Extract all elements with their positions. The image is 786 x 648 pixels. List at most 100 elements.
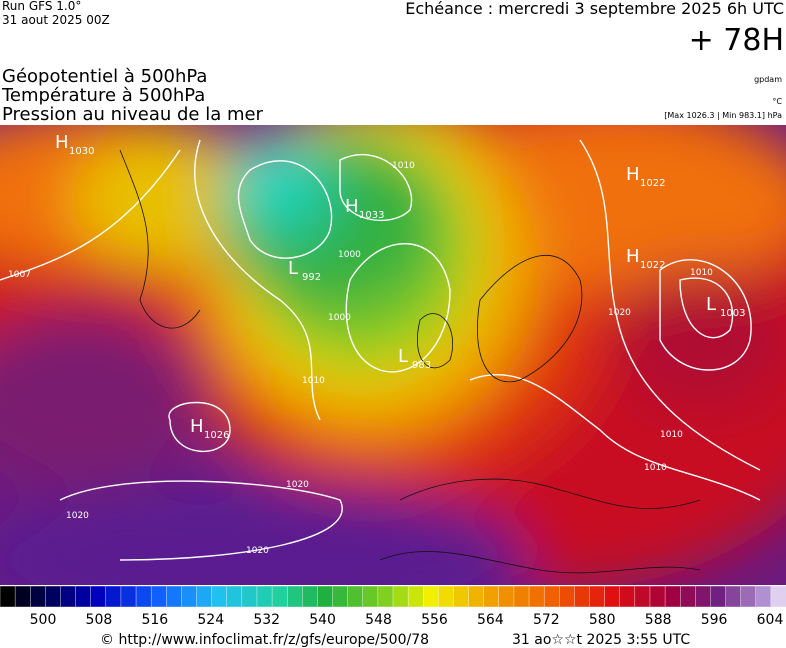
color-swatch — [513, 585, 530, 608]
color-swatch — [45, 585, 61, 608]
color-swatch — [483, 585, 500, 608]
center-value: 1033 — [359, 210, 384, 221]
pressure-center: H 1033 — [345, 196, 384, 221]
color-swatch — [468, 585, 485, 608]
color-bar-label: 604 — [757, 612, 784, 628]
color-bar-label: 548 — [365, 612, 392, 628]
center-type: L — [706, 294, 716, 315]
color-swatch — [196, 585, 213, 608]
color-bar-label: 596 — [701, 612, 728, 628]
color-swatch — [438, 585, 454, 608]
color-swatch — [710, 585, 727, 608]
color-swatch — [649, 585, 666, 608]
color-bar-label: 580 — [589, 612, 616, 628]
color-swatch — [725, 585, 742, 608]
field-title: Température à 500hPa — [1, 85, 205, 106]
color-bar-label: 564 — [477, 612, 504, 628]
color-swatch — [347, 585, 364, 608]
center-type: H — [626, 164, 640, 185]
footer-timestamp: 31 ao☆☆t 2025 3:55 UTC — [512, 632, 690, 648]
isobar-label: 1010 — [690, 268, 713, 278]
pressure-center: H 1030 — [55, 132, 94, 157]
color-swatch — [14, 585, 31, 608]
color-bar: 500 508 516 524 532 540 548 556 564 572 580 588 596 6… — [0, 585, 786, 628]
center-value: 1030 — [69, 146, 94, 157]
color-swatch — [574, 585, 591, 608]
color-swatch — [90, 585, 107, 608]
color-swatch — [664, 585, 681, 608]
isobar-label: 1000 — [328, 313, 351, 323]
coastlines — [119, 149, 701, 574]
color-swatch — [740, 585, 757, 608]
color-bar-label: 556 — [421, 612, 448, 628]
run-date: 31 aout 2025 00Z — [2, 13, 110, 27]
color-swatch — [302, 585, 318, 608]
color-swatch — [679, 585, 696, 608]
isobar-label: 1007 — [8, 270, 31, 280]
color-swatch — [543, 585, 560, 608]
isobar-label: 1020 — [608, 308, 631, 318]
color-swatch — [317, 585, 334, 608]
color-swatch — [528, 585, 545, 608]
color-swatch — [226, 585, 243, 608]
color-swatch — [559, 585, 575, 608]
color-swatch — [498, 585, 515, 608]
center-value: 983 — [412, 360, 431, 371]
unit-label: [Max 1026.3 | Min 983.1] hPa — [664, 111, 782, 120]
forecast-time: Echéance : mercredi 3 septembre 2025 6h … — [405, 0, 784, 18]
color-bar-label: 500 — [30, 612, 57, 628]
color-bar-label: 524 — [197, 612, 224, 628]
color-swatch — [241, 585, 258, 608]
color-bar-label: 508 — [86, 612, 113, 628]
color-swatch — [619, 585, 636, 608]
color-swatch — [0, 585, 16, 608]
color-swatch — [75, 585, 92, 608]
color-swatch — [392, 585, 409, 608]
field-title: Géopotentiel à 500hPa — [2, 66, 207, 87]
color-swatch — [60, 585, 77, 608]
footer-source: © http://www.infoclimat.fr/z/gfs/europe/… — [100, 632, 429, 648]
center-value: 1022 — [640, 178, 665, 189]
isobar-label: 1010 — [392, 161, 415, 171]
color-swatch — [362, 585, 379, 608]
pressure-center: L 983 — [398, 346, 431, 371]
color-bar-label: 532 — [253, 612, 280, 628]
isobar-label: 1020 — [66, 511, 89, 521]
color-swatch — [453, 585, 470, 608]
color-swatch — [30, 585, 46, 608]
color-swatch — [271, 585, 288, 608]
center-value: 1022 — [640, 260, 665, 271]
color-bar-label: 540 — [309, 612, 336, 628]
color-swatch — [423, 585, 439, 608]
isobar-label: 1010 — [644, 463, 667, 473]
center-type: L — [288, 258, 298, 279]
color-swatch — [695, 585, 711, 608]
color-bar-label: 588 — [645, 612, 672, 628]
color-swatch — [332, 585, 349, 608]
pressure-center: H 1026 — [190, 416, 229, 441]
center-type: H — [345, 196, 359, 217]
color-swatch — [150, 585, 167, 608]
pressure-center: H 1022 — [626, 246, 665, 271]
color-swatch — [181, 585, 197, 608]
unit-label: gpdam — [754, 75, 782, 84]
forecast-horizon: + 78H — [689, 23, 784, 58]
color-swatch — [105, 585, 122, 608]
color-bar-label: 572 — [533, 612, 560, 628]
pressure-center: L 992 — [288, 258, 321, 283]
color-swatch — [634, 585, 651, 608]
pressure-center: H 1022 — [626, 164, 665, 189]
color-swatch — [377, 585, 394, 608]
isobar-label: 1020 — [246, 546, 269, 556]
color-bar-label: 516 — [141, 612, 168, 628]
run-label: Run GFS 1.0° — [2, 0, 81, 13]
color-swatch — [770, 585, 786, 608]
color-swatch — [135, 585, 152, 608]
center-type: H — [190, 416, 204, 437]
color-swatch — [407, 585, 424, 608]
isobar-label: 1000 — [338, 250, 361, 260]
center-type: H — [626, 246, 640, 267]
color-swatch — [120, 585, 137, 608]
